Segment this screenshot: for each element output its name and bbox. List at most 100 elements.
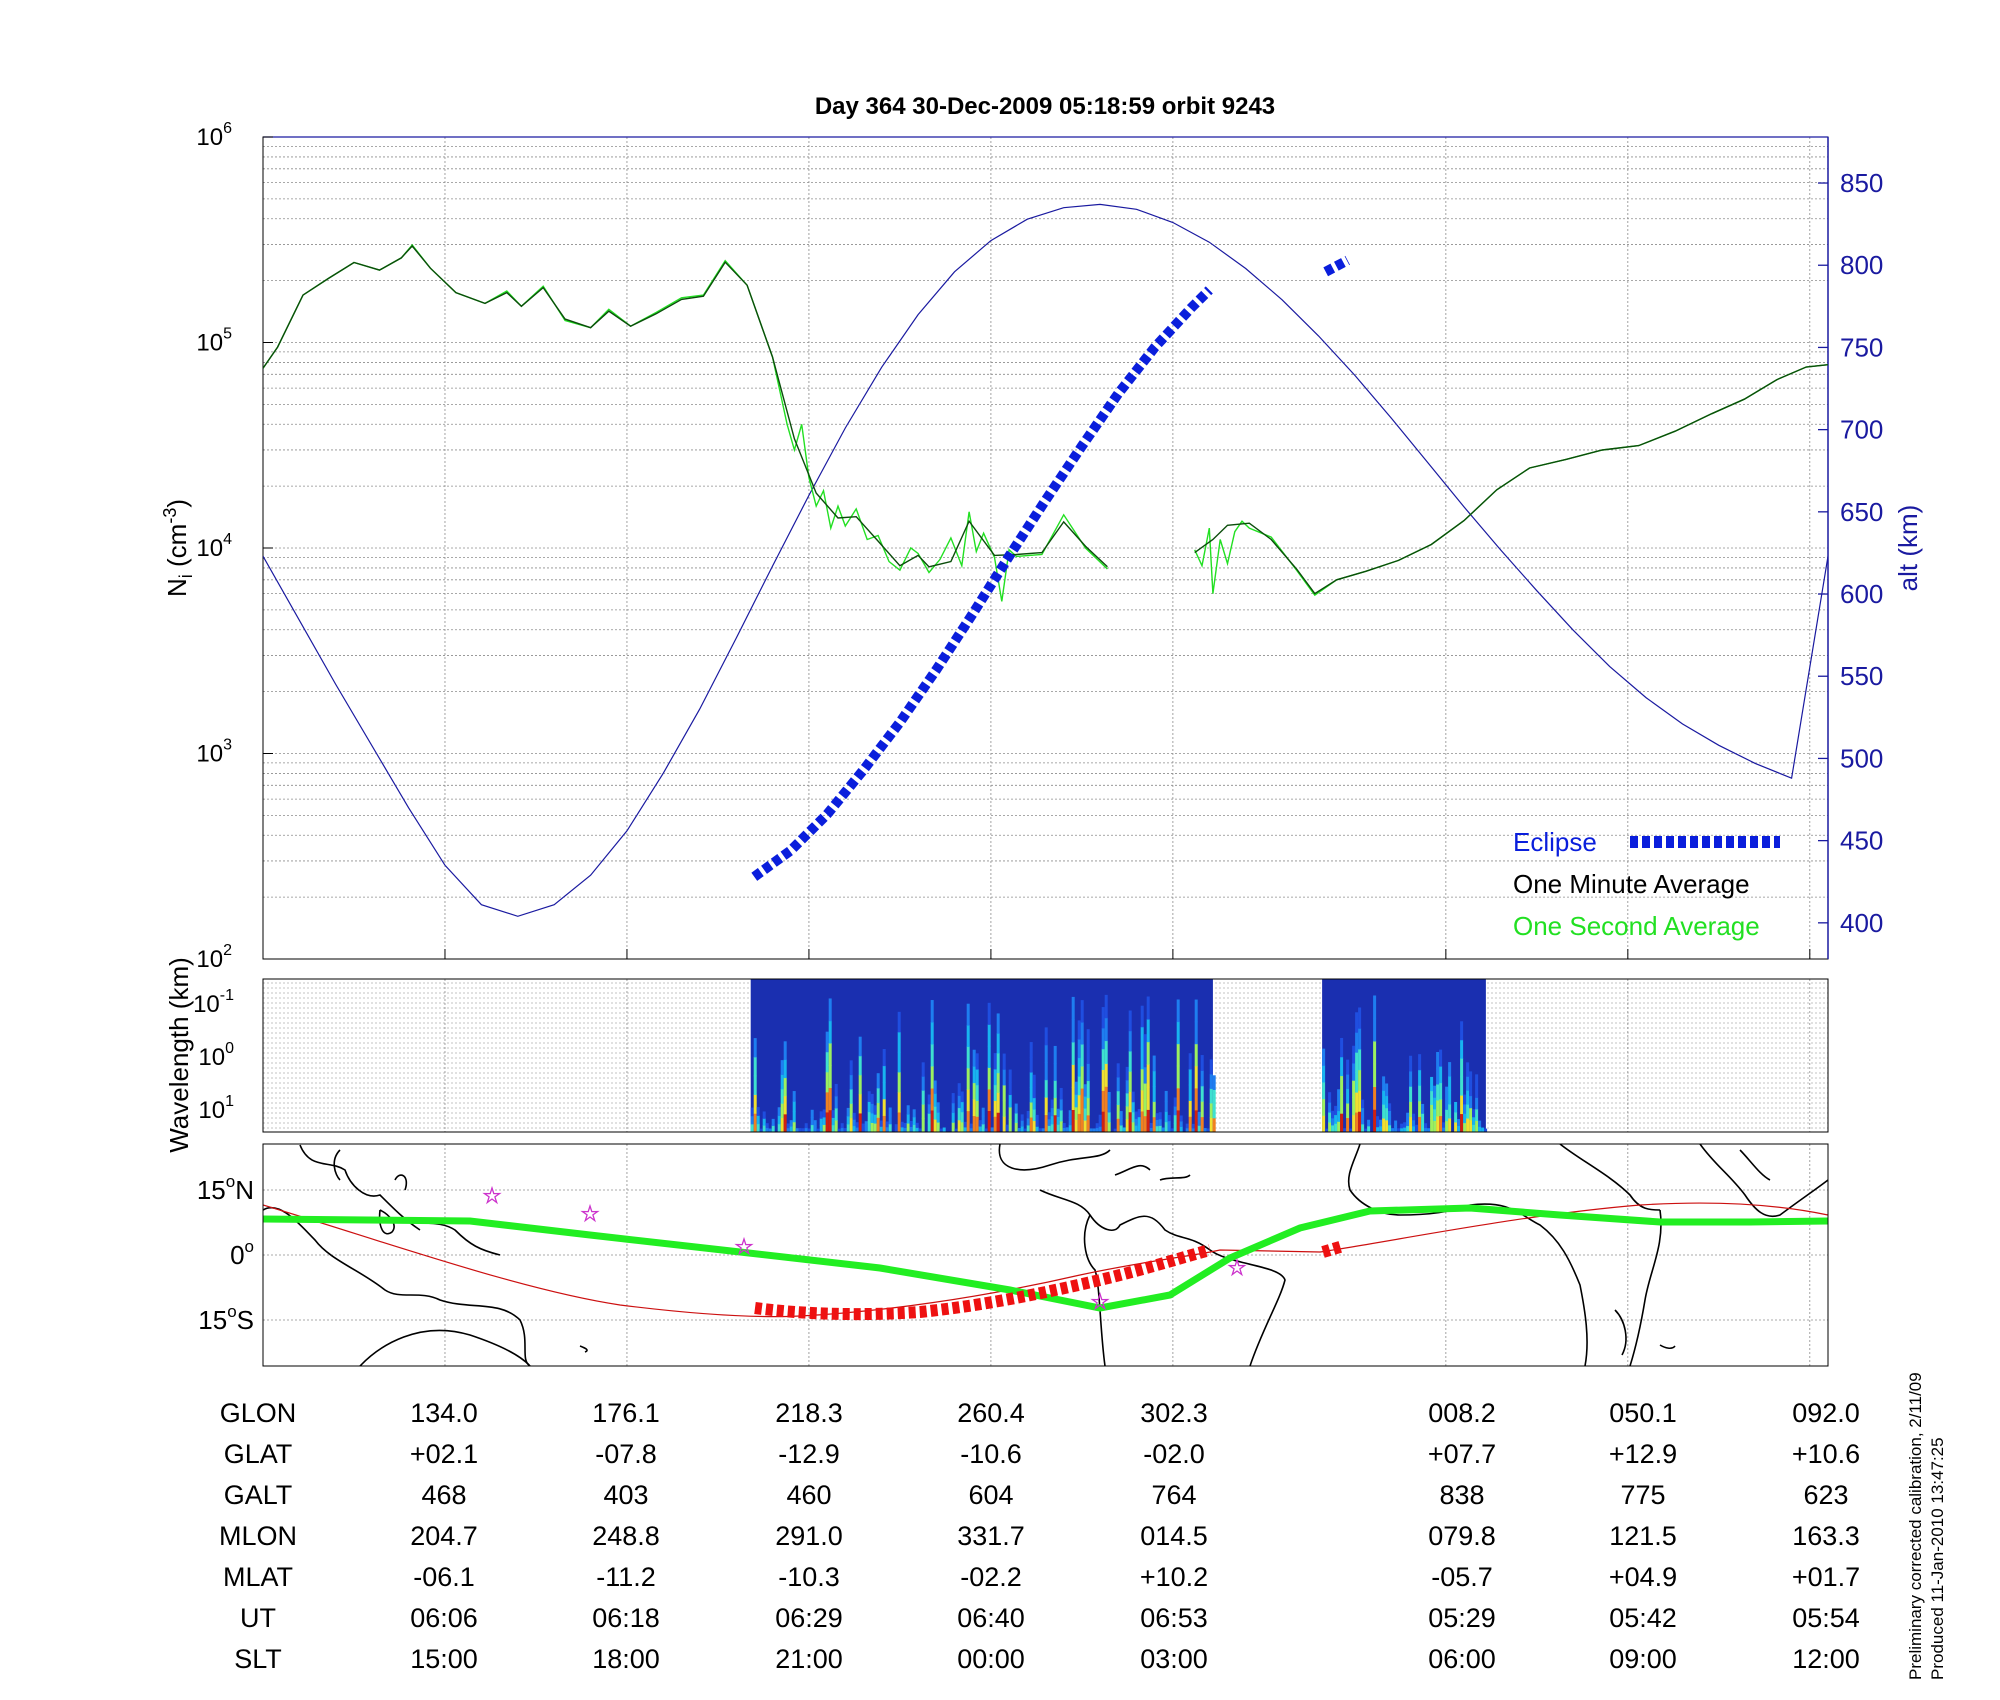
spectrogram-cell (1209, 1073, 1213, 1089)
spectrogram-cell (1367, 1119, 1371, 1127)
spectrogram-cell (804, 1127, 808, 1133)
spectrogram-cell (1152, 1055, 1156, 1072)
spectrogram-cell (1092, 1128, 1096, 1133)
spectrogram-cell (831, 1117, 835, 1126)
spectrogram-cell (1331, 1124, 1335, 1133)
spectrogram-cell (906, 1105, 910, 1115)
spectrogram-cell (1116, 1104, 1120, 1119)
spectrogram-cell (1430, 1118, 1434, 1133)
spectrogram-cell (1358, 1090, 1362, 1112)
spectrogram-cell (978, 1126, 982, 1133)
spectrogram-cell (1083, 1120, 1087, 1133)
spectrogram-cell (1146, 1041, 1150, 1065)
spectrogram-cell (1038, 1128, 1042, 1133)
table-cell: 00:00 (957, 1644, 1025, 1674)
spectrogram-cell (1478, 1120, 1482, 1127)
spectrogram-cell (1152, 1101, 1156, 1118)
spectrogram-cell (1328, 1112, 1332, 1123)
spectrogram-cell (1002, 1084, 1006, 1102)
spectrogram-cell (921, 1104, 925, 1119)
map-star-marker (1227, 1257, 1247, 1277)
spectrogram-cell (921, 1118, 925, 1133)
spectrogram-cell (1002, 1116, 1006, 1133)
spectrogram-cell (963, 1121, 967, 1128)
spectrogram-cell (768, 1128, 772, 1133)
table-cell: 468 (421, 1480, 466, 1510)
spectrogram-cell (1340, 1094, 1344, 1114)
spectrogram-cell (1481, 1127, 1485, 1133)
spectrogram-cell (1014, 1122, 1018, 1133)
spectrogram-cell (966, 1046, 970, 1069)
coastline (1469, 1203, 1588, 1366)
spectrogram-cell (1068, 1124, 1072, 1133)
spectrogram-cell (1388, 1110, 1392, 1119)
spectrogram-cell (882, 1098, 886, 1116)
spectrogram-cell (1155, 1125, 1159, 1133)
spectrogram-cell (849, 1074, 853, 1090)
spectrogram-cell (870, 1112, 874, 1123)
table-cell: 079.8 (1428, 1521, 1496, 1551)
spectrogram-cell (1026, 1124, 1030, 1133)
spectrogram-cell (1107, 1101, 1111, 1113)
spectrogram-cell (888, 1115, 892, 1125)
spectrogram-cell (1071, 1064, 1075, 1088)
spectrogram-cell (1128, 1030, 1132, 1052)
table-cell: 092.0 (1792, 1398, 1860, 1428)
spectrogram-cell (1409, 1116, 1413, 1133)
spectrogram-cell (1098, 1114, 1102, 1121)
table-cell: +01.7 (1792, 1562, 1860, 1592)
spectrogram-cell (876, 1073, 880, 1089)
table-cell: 623 (1803, 1480, 1848, 1510)
spectrogram-cell (753, 1038, 757, 1058)
spectrogram-cell (1436, 1052, 1440, 1069)
map-ground-track (263, 1204, 1828, 1312)
spectrogram-cell (819, 1125, 823, 1133)
coastline (1347, 1144, 1471, 1216)
spectrogram-cell (1107, 1121, 1111, 1133)
spectrogram-cell (837, 1128, 841, 1133)
map-grid (263, 1144, 1828, 1366)
spectrogram-cell (1412, 1125, 1416, 1133)
spectrogram-cell (1418, 1116, 1422, 1133)
spectrogram-cell (1041, 1128, 1045, 1133)
spectrogram-cell (825, 1051, 829, 1073)
spectrogram-cell (1394, 1126, 1398, 1133)
map-eclipse-track-2 (1321, 1240, 1345, 1258)
spectrogram-cell (894, 1128, 898, 1133)
spectrogram-cell (1173, 1114, 1177, 1124)
spectrogram-cell (1029, 1117, 1033, 1133)
spectrogram-cell (1382, 1076, 1386, 1091)
spectrogram-cell (1035, 1120, 1039, 1127)
spectrogram-cell (1086, 1046, 1090, 1064)
spectrogram-cell (1074, 1106, 1078, 1120)
spectrogram-cell (1436, 1116, 1440, 1133)
spectrogram-cell (1478, 1126, 1482, 1133)
table-cell: 764 (1151, 1480, 1196, 1510)
spectrogram-cell (1167, 1126, 1171, 1133)
spectrogram-cell (1388, 1117, 1392, 1126)
spectrogram-cell (780, 1088, 784, 1104)
spectrogram-cell (780, 1117, 784, 1133)
spectrogram-cell (1143, 1083, 1147, 1100)
spectrogram-cell (1125, 1105, 1129, 1120)
spectrogram-cell (1119, 1118, 1123, 1126)
spectrogram-cell (1020, 1114, 1024, 1121)
spectrogram-cell (1053, 1063, 1057, 1081)
map-star-marker (580, 1203, 600, 1223)
spectrogram-cell (816, 1128, 820, 1133)
spectrogram-cell (957, 1095, 961, 1109)
spectrogram-cell (1020, 1126, 1024, 1133)
spectrogram-cell (1020, 1120, 1024, 1127)
spectrogram-cell (1373, 1063, 1377, 1087)
spectrogram-cell (1107, 1111, 1111, 1123)
spectrogram-cell (750, 1107, 754, 1117)
table-cell: 050.1 (1609, 1398, 1677, 1428)
spectrogram-cell (906, 1123, 910, 1133)
spectrogram-cell (1146, 996, 1150, 1020)
spectrogram-cell (981, 1115, 985, 1125)
spectrogram-cell (870, 1122, 874, 1133)
spectrogram-cell (1050, 1107, 1054, 1117)
spectrogram-cell (825, 1091, 829, 1113)
coastline (263, 1207, 531, 1366)
spectrogram-cell (1047, 1118, 1051, 1126)
